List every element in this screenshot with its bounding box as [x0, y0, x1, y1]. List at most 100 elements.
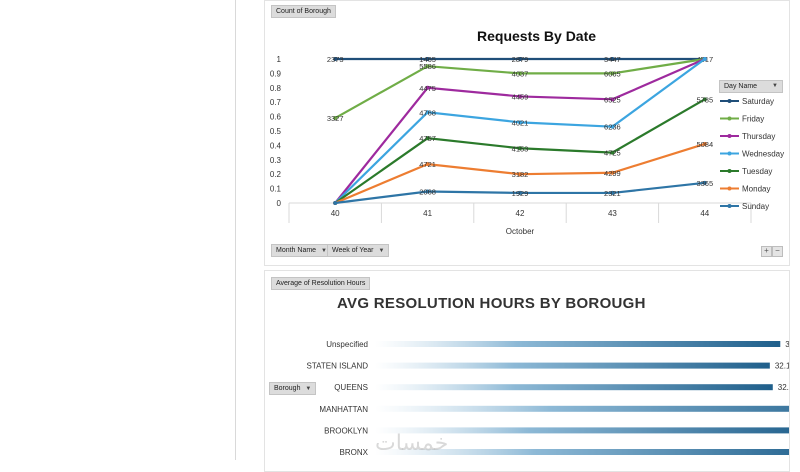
category-label: MANHATTAN: [319, 405, 368, 414]
bar-chart-panel[interactable]: Average of Resolution Hours AVG RESOLUTI…: [264, 270, 790, 472]
data-point: [518, 172, 522, 177]
legend-label: Wednesday: [742, 150, 784, 159]
dropdown-arrow-icon: ▼: [321, 248, 327, 254]
data-point: [333, 116, 338, 121]
expand-button[interactable]: +: [761, 246, 772, 257]
data-label: 3447: [604, 55, 621, 64]
y-tick-label: 0.8: [270, 84, 282, 93]
data-point: [425, 189, 430, 194]
data-label: 3327: [327, 114, 344, 123]
data-label: 4768: [419, 108, 436, 117]
category-label: QUEENS: [334, 383, 368, 392]
data-label: 4757: [419, 134, 436, 143]
data-label: 6236: [604, 123, 621, 132]
data-label: 4459: [512, 92, 529, 101]
day-name-legend-button[interactable]: Day Name ▼: [719, 80, 783, 93]
worksheet-left-area: [0, 0, 236, 460]
week-filter-label: Week of Year: [332, 247, 374, 254]
data-point: [518, 190, 522, 195]
month-name-filter-button[interactable]: Month Name ▼: [271, 244, 332, 257]
legend-marker: [727, 204, 732, 208]
data-point: [518, 71, 522, 76]
line-chart-panel[interactable]: Count of Borough Requests By Date 0 0.1 0.…: [264, 0, 790, 266]
y-tick-label: 0.7: [270, 98, 282, 107]
y-tick-label: 1: [277, 55, 282, 64]
series-line: [334, 57, 705, 119]
bar: [375, 427, 789, 434]
data-point: [610, 124, 615, 129]
data-label: 4037: [512, 69, 529, 78]
month-filter-label: Month Name: [276, 247, 317, 254]
bar: [375, 384, 773, 391]
data-point: [610, 150, 615, 155]
data-label: 6065: [604, 69, 621, 78]
x-tick-label: 40: [331, 209, 340, 218]
borough-axis-button[interactable]: Borough ▼: [269, 382, 317, 395]
category-label: BROOKLYN: [324, 426, 368, 435]
data-point: [610, 190, 615, 195]
data-label: 4721: [419, 160, 436, 169]
data-point: [425, 110, 430, 115]
y-tick-label: 0.5: [270, 127, 282, 136]
data-label: 5586: [419, 62, 436, 71]
data-point: [425, 57, 430, 61]
data-label: 4725: [604, 149, 621, 158]
bar-chart-title: AVG RESOLUTION HOURS BY BOROUGH: [337, 295, 646, 312]
bar: [375, 405, 789, 412]
bar: [375, 449, 789, 455]
legend-label: Tuesday: [742, 167, 772, 176]
field-button-label: Count of Borough: [276, 8, 331, 15]
legend-button-label: Day Name: [724, 83, 758, 90]
data-label: 6525: [604, 95, 621, 104]
data-label: 4475: [419, 84, 436, 93]
x-tick-label: 44: [700, 209, 709, 218]
legend-label: Monday: [742, 185, 770, 194]
bar-chart-plot: Unspecified 32.95 STATEN ISLAND 32.10 QUEENS…: [307, 340, 789, 457]
y-tick-label: 0.2: [270, 170, 282, 179]
data-label: 2068: [419, 187, 436, 196]
y-tick-label: 0.4: [270, 141, 282, 150]
legend-label: Friday: [742, 115, 764, 124]
average-resolution-hours-field-button[interactable]: Average of Resolution Hours: [271, 277, 371, 290]
category-label: BRONX: [340, 448, 369, 457]
data-point: [425, 64, 430, 69]
y-tick-label: 0.9: [270, 69, 282, 78]
data-label: 2321: [604, 189, 621, 198]
legend-marker: [727, 116, 732, 121]
data-label: 32.95: [785, 340, 789, 349]
data-label: 5084: [696, 140, 713, 149]
legend-label: Thursday: [742, 132, 775, 141]
data-label: 3182: [512, 170, 529, 179]
data-label: 4021: [512, 118, 529, 127]
data-point: [425, 85, 430, 90]
data-label: 32.34: [778, 383, 789, 392]
data-point: [333, 57, 338, 61]
field-button-label: Average of Resolution Hours: [276, 280, 366, 287]
y-tick-label: 0.1: [270, 185, 282, 194]
data-point: [518, 94, 522, 99]
y-tick-label: 0: [277, 199, 282, 208]
category-label: Unspecified: [326, 340, 368, 349]
legend-label: Sunday: [742, 202, 769, 211]
data-label: 2879: [512, 55, 529, 64]
legend-marker: [727, 99, 732, 103]
line-chart-plot: 0 0.1 0.2 0.3 0.4 0.5 0.6 0.7 0.8 0.9 1 40 41 42 43 44 O…: [270, 55, 784, 236]
y-tick-label: 0.6: [270, 113, 282, 122]
x-tick-label: 41: [423, 209, 432, 218]
count-of-borough-field-button[interactable]: Count of Borough: [271, 5, 336, 18]
data-label: 32.10: [775, 362, 789, 371]
data-label: 2373: [327, 55, 344, 64]
week-of-year-filter-button[interactable]: Week of Year ▼: [327, 244, 390, 257]
bar: [375, 341, 781, 347]
collapse-button[interactable]: −: [772, 246, 783, 257]
pane-divider: [235, 0, 236, 460]
data-point: [610, 71, 615, 76]
data-point: [702, 57, 707, 61]
category-label: STATEN ISLAND: [307, 362, 369, 371]
data-label: 1465: [419, 55, 436, 64]
data-point: [333, 201, 338, 205]
dropdown-arrow-icon: ▼: [772, 83, 778, 89]
dropdown-arrow-icon: ▼: [378, 248, 385, 254]
x-tick-label: 43: [608, 209, 617, 218]
data-label: 5785: [696, 95, 713, 104]
